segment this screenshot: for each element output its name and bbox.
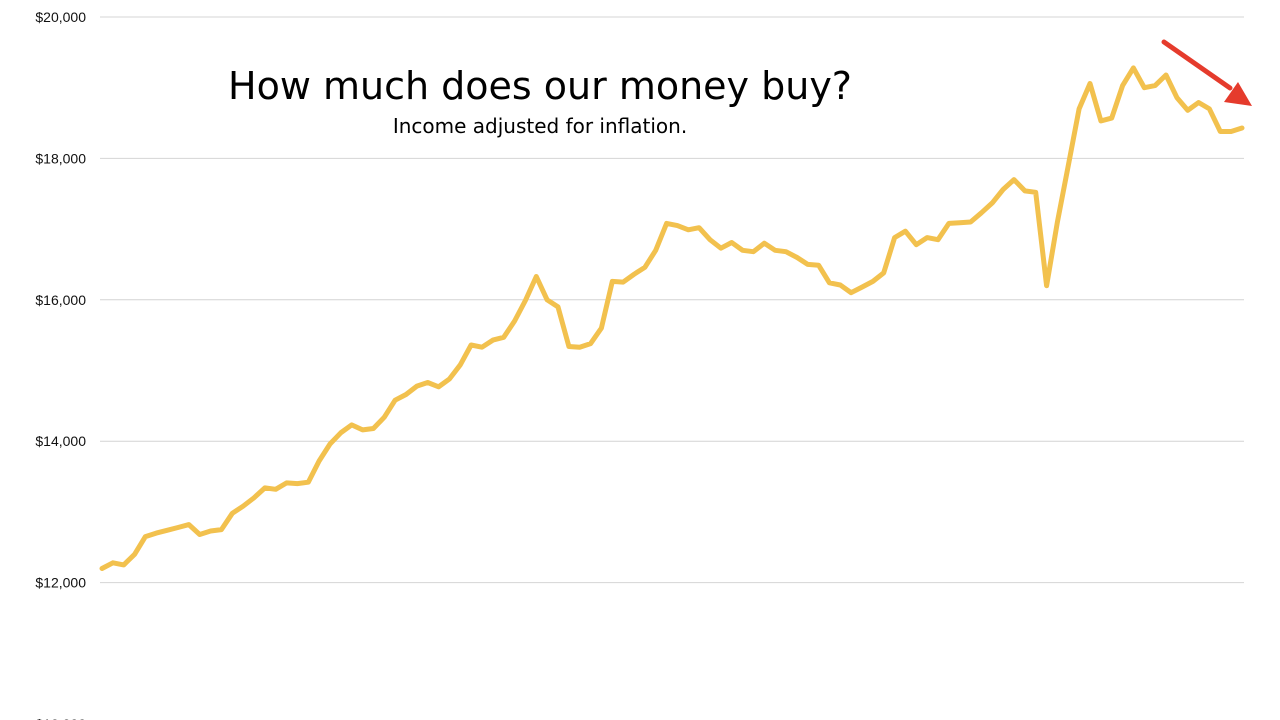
arrow-shaft (1161, 39, 1233, 91)
chart-subtitle: Income adjusted for inflation. (393, 114, 687, 138)
y-tick-label: $20,000 (35, 9, 86, 25)
chart-title: How much does our money buy? (228, 64, 852, 108)
gridlines (100, 16, 1244, 584)
y-tick-label: $18,000 (35, 150, 86, 166)
arrow-head (1224, 82, 1252, 106)
y-tick-label: $14,000 (35, 433, 86, 449)
y-tick-label: $10,000 (35, 716, 86, 720)
y-tick-label: $16,000 (35, 292, 86, 308)
y-axis-tick-labels: $10,000 $12,000 $14,000 $16,000 $18,000 $20,0… (35, 9, 86, 720)
y-tick-label: $12,000 (35, 575, 86, 591)
series-line (99, 65, 1245, 571)
trend-arrow-icon (1161, 39, 1252, 106)
